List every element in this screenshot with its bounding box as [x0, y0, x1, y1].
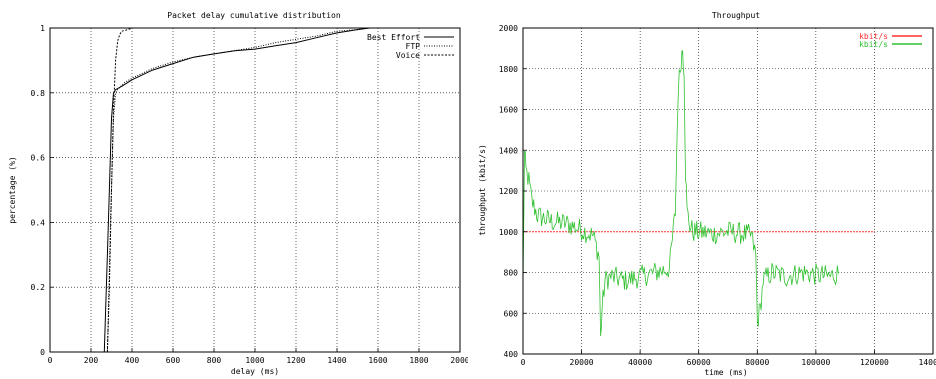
- tp-y-tick-label: 800: [504, 269, 519, 278]
- tp-title: Throughput: [712, 11, 760, 20]
- cdf-x-ticks: 0 200 400 600 800 1000 1200 1400 1600 1800 2000: [48, 348, 468, 365]
- tp-x-tick-label: 20000: [570, 358, 594, 367]
- tp-grid: [523, 28, 933, 354]
- tp-y-tick-label: 1600: [499, 106, 518, 115]
- tp-series-measured: [523, 51, 839, 336]
- cdf-legend-label-ftp: FTP: [406, 42, 421, 51]
- tp-x-tick-label: 140000: [919, 358, 936, 367]
- cdf-legend-label-voice: Voice: [396, 51, 420, 60]
- delay-cdf-chart: Packet delay cumulative distribution 0 20…: [0, 0, 468, 379]
- tp-y-tick-label: 400: [504, 350, 519, 359]
- cdf-y-tick-label: 0.8: [31, 89, 46, 98]
- cdf-series-ftp: [107, 28, 378, 352]
- cdf-x-tick-label: 400: [125, 356, 140, 365]
- tp-y-axis-label: throughput (kbit/s): [478, 144, 487, 236]
- tp-x-tick-label: 40000: [628, 358, 652, 367]
- throughput-chart: Throughput 0 20000 40000 60000 80000 100000 12…: [468, 0, 936, 379]
- cdf-x-tick-label: 2000: [450, 356, 468, 365]
- tp-x-tick-label: 100000: [801, 358, 830, 367]
- cdf-x-tick-label: 1400: [327, 356, 346, 365]
- cdf-y-axis-label: percentage (%): [8, 156, 17, 223]
- tp-y-tick-label: 1800: [499, 65, 518, 74]
- tp-x-tick-label: 0: [521, 358, 526, 367]
- cdf-x-tick-label: 800: [207, 356, 222, 365]
- tp-x-tick-label: 120000: [860, 358, 889, 367]
- cdf-legend-label-best-effort: Best Effort: [367, 33, 420, 42]
- cdf-x-tick-label: 600: [166, 356, 181, 365]
- tp-y-tick-label: 1400: [499, 146, 518, 155]
- cdf-y-tick-label: 0: [40, 348, 45, 357]
- cdf-title: Packet delay cumulative distribution: [167, 11, 341, 20]
- cdf-y-tick-label: 1: [40, 24, 45, 33]
- tp-x-axis-label: time (ms): [704, 368, 747, 377]
- tp-y-tick-label: 1000: [499, 228, 518, 237]
- cdf-y-tick-label: 0.6: [31, 154, 46, 163]
- tp-legend-label-measured: kbit/s: [859, 40, 888, 49]
- tp-y-tick-label: 600: [504, 309, 519, 318]
- tp-x-ticks: 0 20000 40000 60000 80000 100000 120000 140000: [521, 350, 936, 367]
- cdf-x-tick-label: 1000: [245, 356, 264, 365]
- tp-y-tick-label: 1200: [499, 187, 518, 196]
- cdf-y-tick-label: 0.4: [31, 218, 46, 227]
- tp-x-tick-label: 60000: [687, 358, 711, 367]
- tp-y-tick-label: 2000: [499, 24, 518, 33]
- cdf-x-tick-label: 1600: [368, 356, 387, 365]
- tp-x-tick-label: 80000: [745, 358, 769, 367]
- cdf-x-tick-label: 0: [48, 356, 53, 365]
- cdf-x-tick-label: 1200: [286, 356, 305, 365]
- cdf-x-tick-label: 1800: [409, 356, 428, 365]
- cdf-x-tick-label: 200: [84, 356, 99, 365]
- cdf-series-voice: [107, 28, 378, 352]
- cdf-x-axis-label: delay (ms): [231, 367, 279, 376]
- cdf-y-tick-label: 0.2: [31, 283, 46, 292]
